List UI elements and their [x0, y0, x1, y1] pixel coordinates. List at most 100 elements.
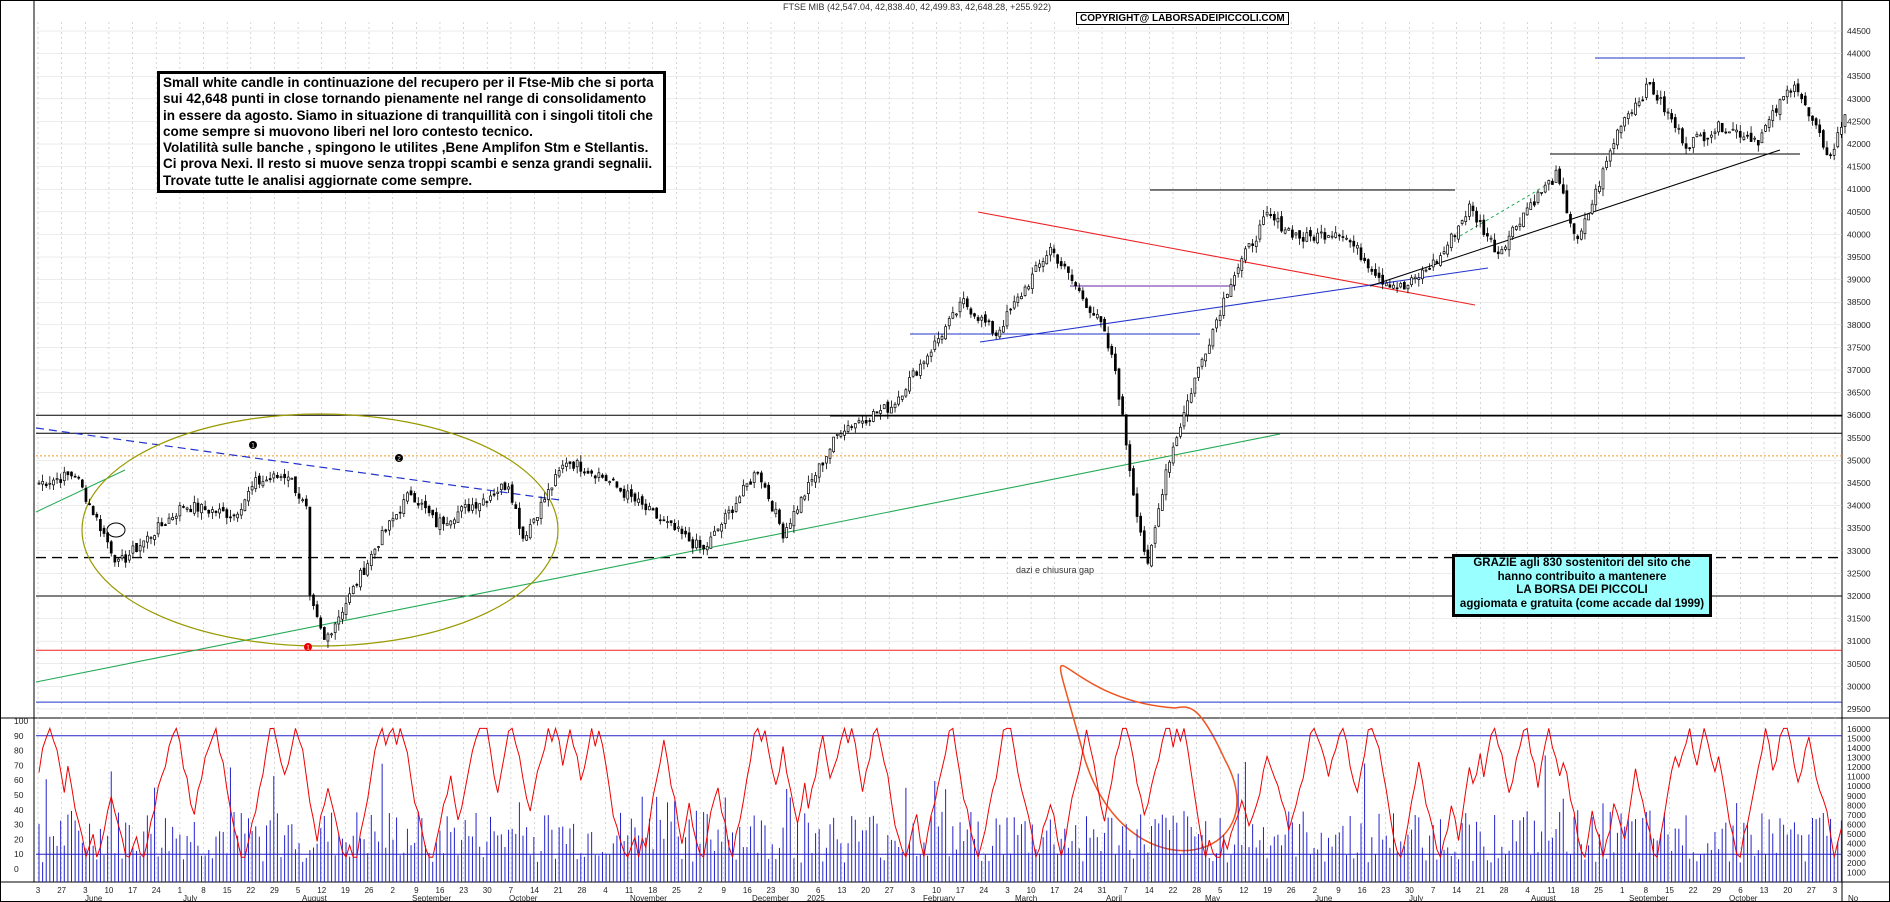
candle-body: [1132, 468, 1135, 496]
candle-body: [864, 420, 868, 424]
candle-body: [1767, 119, 1771, 128]
volume-tick-label: 16000: [1847, 724, 1871, 734]
candle-body: [1175, 437, 1179, 446]
annotation-dazi: dazi e chiusura gap: [1016, 565, 1095, 575]
price-tick-label: 31500: [1847, 614, 1871, 624]
candle-body: [1366, 259, 1370, 269]
x-day-tick-label: 24: [1074, 886, 1083, 895]
candle-body: [1298, 230, 1301, 239]
candle-body: [1067, 266, 1070, 273]
candle-body: [817, 463, 821, 478]
candle-body: [637, 498, 640, 503]
candle-body: [445, 523, 449, 526]
candle-body: [1587, 213, 1590, 221]
candle-body: [669, 520, 673, 524]
candle-body: [481, 498, 485, 506]
candle-body: [557, 470, 561, 477]
candle-body: [1605, 160, 1608, 169]
candle-body: [846, 425, 850, 432]
candle-body: [431, 509, 435, 516]
candle-body: [803, 495, 807, 500]
candle-body: [149, 537, 153, 539]
candle-body: [406, 492, 409, 502]
volume-tick-label: 1000: [1847, 867, 1866, 877]
candle-body: [348, 593, 351, 603]
candle-body: [323, 627, 326, 640]
candle-body: [499, 483, 503, 491]
copyright-badge: COPYRIGHT@ LABORSADEIPICCOLI.COM: [1076, 12, 1289, 25]
chart-title: FTSE MIB (42,547.04, 42,838.40, 42,499.8…: [783, 2, 1051, 12]
candle-body: [630, 489, 633, 497]
x-day-tick-label: 11: [1547, 886, 1556, 895]
candle-body: [1356, 245, 1359, 249]
candle-body: [283, 473, 286, 479]
candle-body: [1384, 282, 1388, 287]
candle-body: [1157, 508, 1161, 527]
candle-body: [698, 539, 702, 548]
x-day-tick-label: 9: [721, 886, 726, 895]
x-day-tick-label: 15: [1665, 886, 1674, 895]
x-day-tick-label: 24: [152, 886, 161, 895]
x-month-label: June: [1315, 894, 1333, 902]
candle-body: [1814, 118, 1818, 126]
candle-body: [1713, 131, 1717, 134]
price-tick-label: 38500: [1847, 297, 1871, 307]
candle-body: [940, 336, 944, 340]
candle-body: [106, 532, 109, 543]
candle-body: [359, 569, 362, 588]
price-tick-label: 44000: [1847, 49, 1871, 59]
x-day-tick-label: 18: [1570, 886, 1579, 895]
candle-body: [62, 471, 66, 482]
volume-tick-label: 7000: [1847, 810, 1866, 820]
x-day-tick-label: 8: [1644, 886, 1649, 895]
candle-body: [973, 313, 976, 317]
candle-body: [341, 611, 344, 620]
candle-body: [1410, 277, 1413, 285]
candle-body: [918, 363, 922, 376]
candle-body: [1616, 129, 1619, 146]
candle-body: [1070, 274, 1074, 281]
candle-body: [66, 471, 70, 476]
x-month-label: April: [1106, 894, 1122, 902]
x-day-tick-label: 12: [1239, 886, 1248, 895]
x-day-tick-label: 6: [1738, 886, 1743, 895]
candle-body: [471, 504, 474, 511]
candle-body: [413, 493, 416, 503]
x-day-tick-label: 19: [1263, 886, 1272, 895]
osc-tick-label: 50: [14, 790, 24, 800]
candle-body: [796, 509, 799, 514]
candle-body: [579, 461, 583, 472]
candle-body: [1673, 117, 1677, 128]
candle-body: [1016, 296, 1020, 303]
candle-body: [1511, 226, 1515, 238]
candle-body: [947, 318, 951, 327]
candle-body: [207, 509, 211, 514]
candle-body: [1226, 293, 1229, 298]
x-day-tick-label: 23: [767, 886, 776, 895]
osc-tick-label: 30: [14, 820, 24, 830]
candle-body: [514, 504, 518, 509]
candle-body: [601, 474, 604, 478]
candlesticks: [37, 77, 1847, 649]
candle-body: [1059, 261, 1063, 267]
candle-body: [467, 504, 471, 512]
volume-tick-label: 15000: [1847, 733, 1871, 743]
candle-body: [1182, 412, 1186, 427]
candle-body: [1800, 93, 1803, 100]
candle-body: [770, 501, 774, 512]
candle-body: [1634, 102, 1637, 115]
candle-body: [987, 320, 991, 323]
candle-body: [1171, 446, 1175, 464]
candle-body: [1197, 366, 1200, 378]
candle-body: [695, 539, 698, 549]
candle-body: [1775, 108, 1778, 113]
candle-body: [1142, 530, 1146, 552]
candle-body: [550, 487, 554, 491]
price-tick-label: 34000: [1847, 501, 1871, 511]
x-month-label: June: [85, 894, 103, 902]
candle-body: [611, 478, 615, 481]
candle-body: [1785, 89, 1789, 98]
price-tick-label: 41500: [1847, 162, 1871, 172]
candle-body: [676, 526, 680, 529]
candle-body: [622, 488, 626, 498]
